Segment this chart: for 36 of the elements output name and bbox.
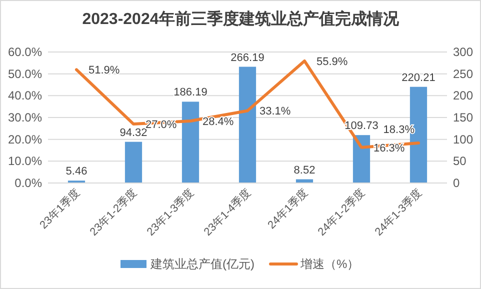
y2-tick-label: 100 bbox=[453, 132, 474, 146]
bar bbox=[238, 66, 256, 183]
y2-tick-label: 50 bbox=[453, 154, 467, 168]
y2-tick-label: 0 bbox=[453, 176, 460, 190]
data-label: 8.52 bbox=[294, 164, 316, 176]
bar bbox=[182, 102, 200, 183]
y-tick-label: 10.0% bbox=[8, 154, 42, 168]
chart-title: 2023-2024年前三季度建筑业总产值完成情况 bbox=[82, 9, 400, 28]
x-tick-label: 23年1-4季度 bbox=[201, 186, 254, 238]
x-tick-label: 23年1-2季度 bbox=[87, 186, 140, 238]
data-label: 55.9% bbox=[316, 56, 348, 68]
data-label: 186.19 bbox=[174, 86, 208, 99]
x-tick-label: 24年1-3季度 bbox=[372, 186, 425, 238]
data-label: 51.9% bbox=[88, 64, 120, 77]
data-label: 94.32 bbox=[120, 126, 148, 139]
legend-label: 建筑业总产值(亿元) bbox=[150, 257, 254, 271]
data-label: 33.1% bbox=[260, 106, 291, 118]
data-label: 28.4% bbox=[202, 116, 234, 128]
x-tick-label: 23年1-3季度 bbox=[144, 186, 197, 238]
data-label: 266.19 bbox=[230, 52, 264, 64]
y2-tick-label: 200 bbox=[453, 88, 474, 103]
y-tick-label: 60.0% bbox=[8, 45, 42, 59]
y-tick-label: 30.0% bbox=[8, 110, 42, 124]
y-tick-label: 40.0% bbox=[8, 88, 42, 103]
bar bbox=[352, 135, 370, 183]
bar bbox=[124, 142, 142, 183]
y2-tick-label: 300 bbox=[453, 45, 474, 59]
data-label: 5.46 bbox=[66, 166, 88, 178]
x-tick-label: 24年1季度 bbox=[265, 186, 311, 232]
x-tick-label: 24年1-2季度 bbox=[315, 186, 368, 238]
y-tick-label: 50.0% bbox=[8, 66, 42, 81]
y2-tick-label: 250 bbox=[453, 66, 474, 81]
legend-label: 增速（%） bbox=[300, 257, 360, 271]
y2-tick-label: 150 bbox=[453, 110, 474, 124]
y-tick-label: 20.0% bbox=[8, 132, 42, 146]
data-label: 220.21 bbox=[402, 72, 436, 84]
